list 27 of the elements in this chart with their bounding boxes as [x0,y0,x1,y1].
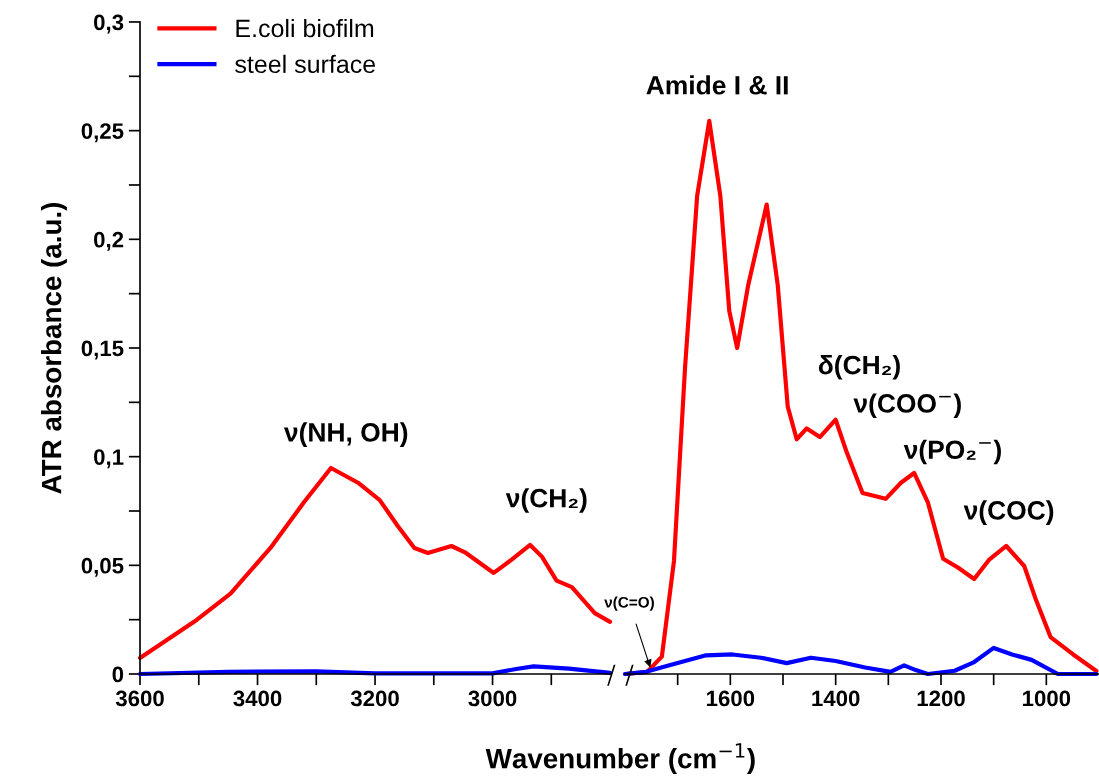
x-tick-label: 1400 [812,690,860,707]
y-tick-label: 0,2 [94,231,124,251]
annotation: ν(PO₂$^{−}$) [903,439,1001,465]
annotation: ν(CH₂) [505,488,587,513]
x-tick-label: 1000 [1023,690,1071,707]
x-tick-label: 3600 [115,690,164,707]
legend-label: steel surface [235,54,376,74]
x-tick-label: 3000 [468,690,517,707]
x-axis-title: Wavenumber (cm$^{−1}$) [485,743,755,774]
annotation: ν(COC) [963,500,1054,525]
y-tick-label: 0,25 [81,123,124,143]
y-tick-label: 0,15 [81,340,124,360]
y-tick-label: 0 [112,666,124,683]
annotation: ν(COO$^{−}$) [853,393,961,419]
legend-label: E.coli biofilm [236,18,374,38]
y-tick-label: 0,1 [94,449,124,469]
annotation: δ(CH₂) [818,355,900,380]
y-tick-label: 0,3 [94,14,124,34]
x-tick-label: 3200 [350,690,399,707]
y-axis-title: ATR absorbance (a.u.) [41,202,67,494]
annotation: ν(C=O) [604,596,654,611]
annotation: ν(NH, OH) [283,422,408,447]
x-tick-label: 1200 [917,690,965,707]
x-tick-label: 1600 [707,690,755,707]
x-tick-label: 3400 [233,690,282,707]
annotation: Amide I & II [646,75,788,95]
y-tick-label: 0,05 [81,557,124,577]
